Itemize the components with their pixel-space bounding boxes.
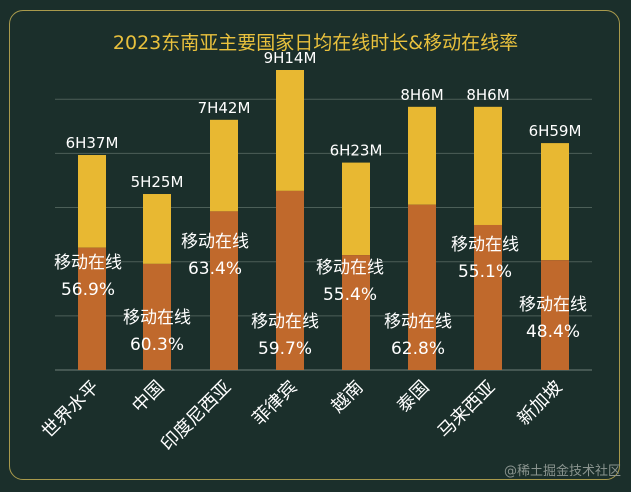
bar-total [342,162,370,256]
total-label: 7H42M [198,99,251,117]
bar-mobile [342,255,370,370]
x-tick-label: 世界水平 [38,377,104,443]
bar-mobile [408,204,436,370]
bar-mobile [78,247,106,370]
bar-mobile [210,211,238,370]
watermark: @稀土掘金技术社区 [503,464,621,479]
total-label: 6H23M [330,142,383,160]
total-label: 9H14M [264,49,317,67]
x-tick-label: 越南 [327,377,367,417]
total-label: 6H59M [529,122,582,140]
mobile-label: 移动在线 [451,235,519,255]
bar-total [78,155,106,248]
bar-mobile [541,260,569,370]
bar-total [143,194,171,264]
bar-mobile [143,263,171,370]
total-label: 6H37M [66,134,119,152]
x-tick-label: 泰国 [393,377,433,417]
total-label: 8H6M [400,86,443,104]
mobile-share-label: 55.4% [323,285,377,305]
mobile-share-label: 63.4% [188,259,242,279]
bar-total [210,119,238,212]
mobile-label: 移动在线 [123,308,191,328]
x-tick-label: 中国 [128,377,168,417]
x-tick-label: 新加坡 [514,377,567,430]
mobile-label: 移动在线 [181,232,249,252]
mobile-label: 移动在线 [54,253,122,273]
mobile-share-label: 59.7% [258,339,312,359]
bar-total [276,70,304,191]
total-label: 5H25M [131,173,184,191]
mobile-label: 移动在线 [316,258,384,278]
bar-total [474,106,502,225]
total-label: 8H6M [466,86,509,104]
bar-total [541,143,569,261]
mobile-label: 移动在线 [251,312,319,332]
mobile-share-label: 60.3% [130,335,184,355]
x-tick-label: 菲律宾 [249,377,302,430]
mobile-share-label: 55.1% [458,262,512,282]
bar-mobile [474,224,502,370]
x-tick-label: 印度尼西亚 [157,377,235,455]
bar-mobile [276,190,304,370]
bar-total [408,106,436,205]
chart-title: 2023东南亚主要国家日均在线时长&移动在线率 [112,32,519,54]
mobile-share-label: 56.9% [61,280,115,300]
mobile-label: 移动在线 [384,312,452,332]
mobile-share-label: 62.8% [391,339,445,359]
chart-frame [9,10,620,480]
x-tick-label: 马来西亚 [434,377,500,443]
mobile-share-label: 48.4% [526,322,580,342]
mobile-label: 移动在线 [519,295,587,315]
